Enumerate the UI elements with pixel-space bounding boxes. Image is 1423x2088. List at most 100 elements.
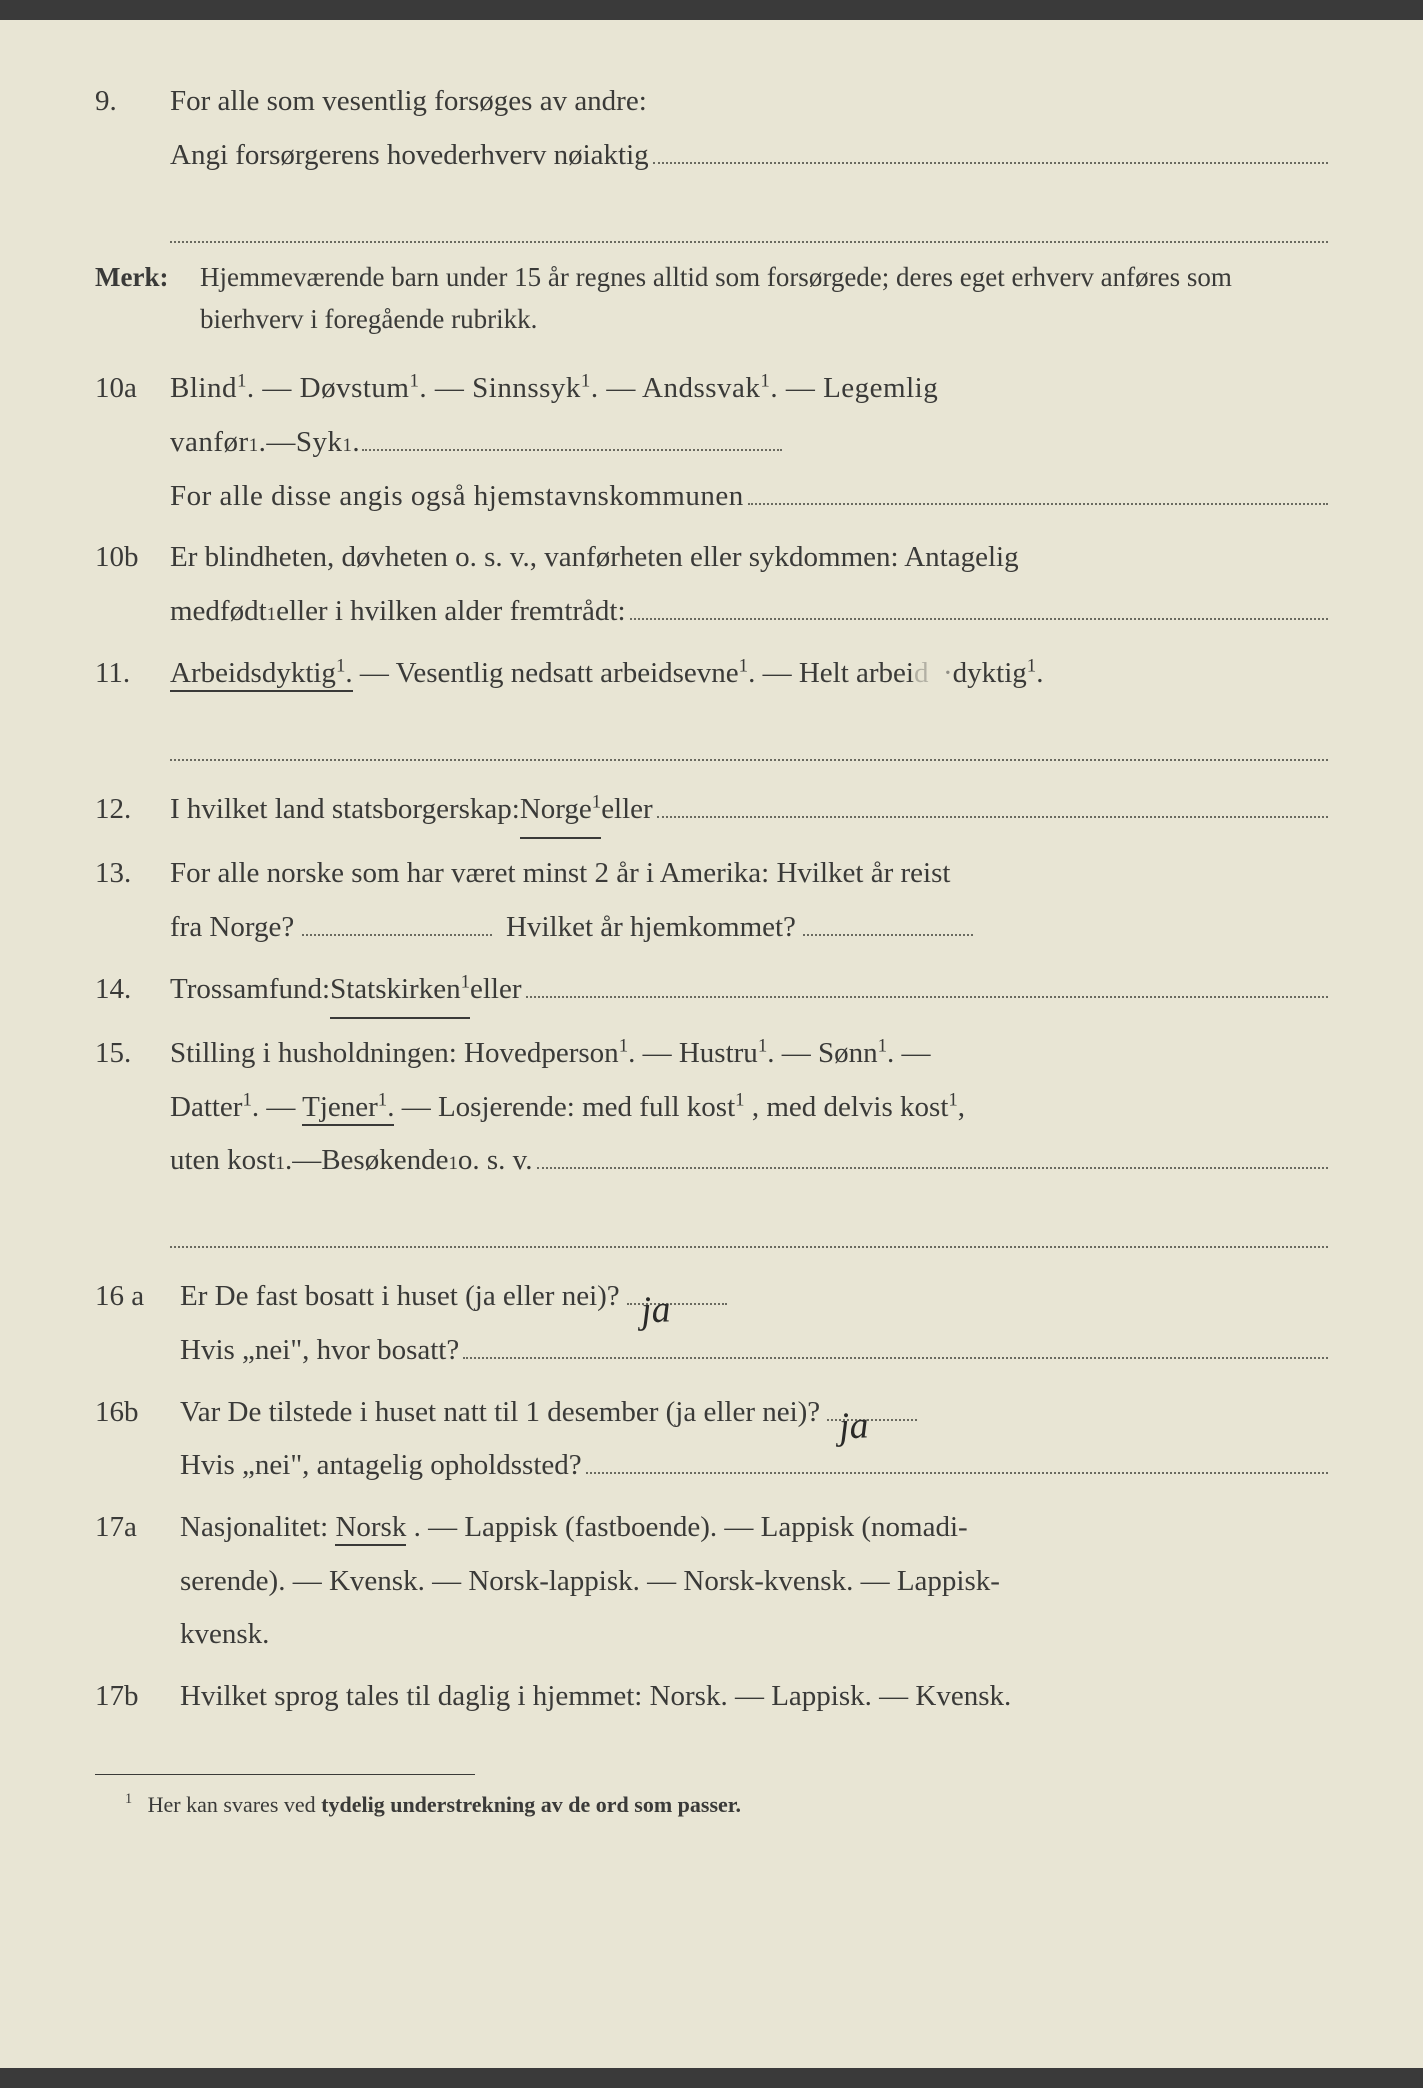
q16b-number: 16b [95, 1386, 180, 1440]
dotted-fill [630, 588, 1328, 620]
dotted-fill [803, 934, 973, 936]
handwritten-ja: ja [633, 1274, 678, 1346]
q14-number: 14. [95, 963, 170, 1017]
q9-content: For alle som vesentlig forsøges av andre… [170, 75, 1328, 243]
opt-uten-kost: uten kost [170, 1134, 276, 1188]
merk-note: Merk: Hjemmeværende barn under 15 år reg… [95, 253, 1328, 341]
q10a-line3-text: For alle disse angis også hjemstavnskomm… [170, 470, 744, 524]
question-16b: 16b Var De tilstede i huset natt til 1 d… [95, 1386, 1328, 1493]
q17b-number: 17b [95, 1670, 180, 1724]
answer-field: ja [627, 1303, 727, 1305]
opt-helt-b: dyktig [953, 657, 1027, 689]
q15-line3: uten kost1. — Besøkende1 o. s. v. [170, 1134, 1328, 1188]
q15-number: 15. [95, 1027, 170, 1081]
q17a-line3: kvensk. [180, 1608, 1328, 1662]
question-10a: 10a Blind1. — Døvstum1. — Sinnssyk1. — A… [95, 362, 1328, 523]
opt-besokende: Besøkende [321, 1134, 448, 1188]
q10b-content: Er blindheten, døvheten o. s. v., vanfør… [170, 531, 1328, 638]
q14-text: Trossamfund: [170, 963, 330, 1017]
q10b-line1: Er blindheten, døvheten o. s. v., vanfør… [170, 531, 1328, 585]
q12-text: I hvilket land statsborgerskap: [170, 783, 520, 837]
q16b-line2-text: Hvis „nei", antagelig opholdssted? [180, 1439, 582, 1493]
opt-vanfor: vanfør [170, 416, 249, 470]
opt-helt-a: Helt arbei [799, 657, 914, 689]
dotted-fill [463, 1327, 1328, 1359]
opt-statskirken: Statskirken1 [330, 963, 470, 1020]
q9-line2-text: Angi forsørgerens hovederhverv nøiaktig [170, 129, 649, 183]
dotted-fill [537, 1138, 1328, 1170]
q10b-number: 10b [95, 531, 170, 585]
question-9: 9. For alle som vesentlig forsøges av an… [95, 75, 1328, 243]
q17a-pre: Nasjonalitet: [180, 1511, 335, 1543]
dotted-fill [302, 934, 492, 936]
q17a-line2: serende). — Kvensk. — Norsk-lappisk. — N… [180, 1555, 1328, 1609]
q13-line1: For alle norske som har været minst 2 år… [170, 847, 1328, 901]
question-17a: 17a Nasjonalitet: Norsk . — Lappisk (fas… [95, 1501, 1328, 1662]
opt-arbeidsdyktig: Arbeidsdyktig1. [170, 657, 353, 692]
q15-content: Stilling i husholdningen: Hovedperson1. … [170, 1027, 1328, 1248]
opt-medfodt: medfødt [170, 585, 267, 639]
opt-hustru: Hustru [679, 1037, 758, 1069]
q15-osv: o. s. v. [458, 1134, 533, 1188]
q15-line2: Datter1. — Tjener1. — Losjerende: med fu… [170, 1081, 1328, 1135]
opt-losjerende: Losjerende: med full kost [438, 1091, 735, 1123]
q16b-content: Var De tilstede i huset natt til 1 desem… [180, 1386, 1328, 1493]
q17a-rest1: . — Lappisk (fastboende). — Lappisk (nom… [414, 1511, 968, 1543]
q10a-line3: For alle disse angis også hjemstavnskomm… [170, 470, 1328, 524]
q16b-line1-text: Var De tilstede i huset natt til 1 desem… [180, 1396, 820, 1428]
opt-nedsatt: Vesentlig nedsatt arbeidsevne [396, 657, 739, 689]
question-12: 12. I hvilket land statsborgerskap: Norg… [95, 783, 1328, 840]
dotted-line [170, 1202, 1328, 1248]
dotted-line [170, 714, 1328, 760]
opt-dovstum: Døvstum [300, 372, 410, 404]
document-page: 9. For alle som vesentlig forsøges av an… [0, 20, 1423, 2068]
q13-line2a: fra Norge? [170, 911, 294, 943]
dotted-fill [653, 132, 1328, 164]
q9-line2: Angi forsørgerens hovederhverv nøiaktig [170, 129, 1328, 183]
footnote-text-b: tydelig understrekning av de ord som pas… [321, 1792, 741, 1817]
q16a-number: 16 a [95, 1270, 180, 1324]
opt-norsk: Norsk [335, 1511, 406, 1546]
q9-number: 9. [95, 75, 170, 129]
q12-number: 12. [95, 783, 170, 837]
handwritten-ja: ja [832, 1390, 877, 1462]
q10b-line2-text: eller i hvilken alder fremtrådt: [276, 585, 625, 639]
dotted-fill [748, 473, 1328, 505]
q17b-content: Hvilket sprog tales til daglig i hjemmet… [180, 1670, 1328, 1724]
opt-hovedperson: Stilling i husholdningen: Hovedperson [170, 1037, 619, 1069]
question-13: 13. For alle norske som har været minst … [95, 847, 1328, 954]
opt-norge: Norge1 [520, 783, 601, 840]
dotted-line [170, 196, 1328, 242]
question-10b: 10b Er blindheten, døvheten o. s. v., va… [95, 531, 1328, 638]
opt-tjener: Tjener1. [302, 1091, 394, 1126]
q13-line2: fra Norge? Hvilket år hjemkommet? [170, 901, 1328, 955]
q9-line1: For alle som vesentlig forsøges av andre… [170, 75, 1328, 129]
footnote-num: 1 [125, 1791, 132, 1807]
question-16a: 16 a Er De fast bosatt i huset (ja eller… [95, 1270, 1328, 1377]
opt-sinnssyk: Sinnssyk [472, 372, 581, 404]
q14-content: Trossamfund: Statskirken1 eller [170, 963, 1328, 1020]
q10a-line2: vanfør1. — Syk1. [170, 416, 1328, 470]
q11-number: 11. [95, 647, 170, 701]
q16b-line2: Hvis „nei", antagelig opholdssted? [180, 1439, 1328, 1493]
footnote-text-a: Her kan svares ved [148, 1792, 322, 1817]
opt-syk: Syk [296, 416, 343, 470]
q10a-number: 10a [95, 362, 170, 416]
answer-field: ja [827, 1419, 917, 1421]
q10b-line2: medfødt1 eller i hvilken alder fremtrådt… [170, 585, 1328, 639]
dotted-fill [362, 449, 782, 451]
merk-text: Hjemmeværende barn under 15 år regnes al… [200, 257, 1328, 341]
q16a-line1-text: Er De fast bosatt i huset (ja eller nei)… [180, 1280, 620, 1312]
opt-delvis: , med delvis kost [752, 1091, 949, 1123]
q13-number: 13. [95, 847, 170, 901]
q13-content: For alle norske som har været minst 2 år… [170, 847, 1328, 954]
question-11: 11. Arbeidsdyktig1. — Vesentlig nedsatt … [95, 647, 1328, 761]
q11-content: Arbeidsdyktig1. — Vesentlig nedsatt arbe… [170, 647, 1328, 761]
q13-line2b: Hvilket år hjemkommet? [506, 911, 796, 943]
q16a-content: Er De fast bosatt i huset (ja eller nei)… [180, 1270, 1328, 1377]
q14-after: eller [470, 963, 522, 1017]
dotted-fill [526, 966, 1328, 998]
q16a-line1: Er De fast bosatt i huset (ja eller nei)… [180, 1270, 1328, 1324]
q10a-line1: Blind1. — Døvstum1. — Sinnssyk1. — Andss… [170, 362, 1328, 416]
opt-legemlig: Legemlig [823, 372, 938, 404]
